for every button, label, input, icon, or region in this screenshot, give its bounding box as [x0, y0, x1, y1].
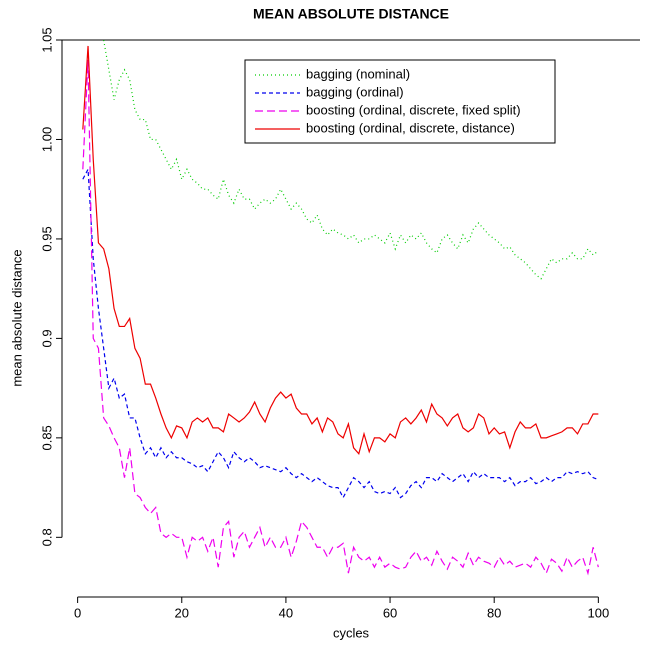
y-tick-label: 0.8: [39, 528, 54, 546]
y-tick-label: 1.00: [39, 127, 54, 152]
x-tick-label: 60: [383, 605, 397, 620]
x-tick-label: 20: [175, 605, 189, 620]
series-line: [82, 45, 599, 456]
series-line: [82, 59, 599, 576]
x-tick-label: 80: [487, 605, 501, 620]
plot-area: [82, 40, 599, 576]
legend-label: boosting (ordinal, discrete, fixed split…: [306, 102, 521, 117]
x-axis-label: cycles: [333, 625, 370, 640]
y-tick-label: 0.9: [39, 329, 54, 347]
series-line: [103, 40, 599, 280]
y-tick-label: 0.95: [39, 226, 54, 251]
y-tick-label: 1.05: [39, 27, 54, 52]
x-tick-label: 0: [74, 605, 81, 620]
x-tick-label: 100: [587, 605, 609, 620]
y-tick-label: 0.85: [39, 425, 54, 450]
series-line: [82, 167, 599, 499]
x-tick-label: 40: [279, 605, 293, 620]
chart-title: MEAN ABSOLUTE DISTANCE: [253, 6, 449, 22]
y-axis-label: mean absolute distance: [9, 249, 24, 386]
legend-label: bagging (ordinal): [306, 84, 404, 99]
legend-label: boosting (ordinal, discrete, distance): [306, 120, 515, 135]
legend-label: bagging (nominal): [306, 66, 410, 81]
